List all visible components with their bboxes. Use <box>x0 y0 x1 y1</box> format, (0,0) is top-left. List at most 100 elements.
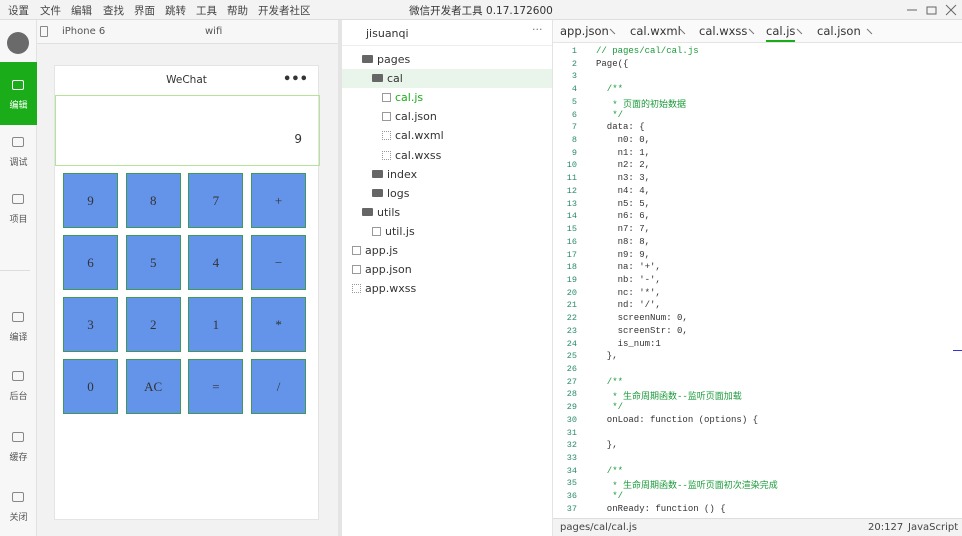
sidebar: 编辑调试项目编译后台缓存关闭 <box>0 20 37 536</box>
splitter[interactable] <box>338 20 342 536</box>
sidebar-label[interactable]: 关闭 <box>9 513 28 523</box>
status-bar: pages/cal/cal.js 20:127 JavaScript <box>553 518 962 536</box>
calc-key[interactable]: − <box>251 235 307 290</box>
line-number: 11 <box>566 173 577 184</box>
tree-item[interactable]: logs <box>372 184 410 203</box>
code-line: // pages/cal/cal.js <box>596 46 699 56</box>
menu-item[interactable]: 编辑 <box>71 5 92 17</box>
calc-key[interactable]: 0 <box>63 359 118 414</box>
line-number: 4 <box>571 84 577 95</box>
calc-key[interactable]: AC <box>125 359 181 414</box>
sidebar-label[interactable]: 调试 <box>9 158 28 168</box>
menu-item[interactable]: 界面 <box>134 5 155 17</box>
calc-key[interactable]: 1 <box>188 297 244 352</box>
sidebar-icon[interactable] <box>12 432 24 442</box>
tree-item[interactable]: app.wxss <box>352 279 416 298</box>
line-number: 28 <box>566 389 577 400</box>
tree-item[interactable]: cal.wxml <box>382 126 444 145</box>
tree-item[interactable]: cal.wxss <box>382 146 441 165</box>
calc-key[interactable]: 4 <box>188 235 244 290</box>
calc-key[interactable]: 2 <box>125 297 181 352</box>
code-line: n4: 4, <box>596 185 651 196</box>
menu-item[interactable]: 工具 <box>196 5 217 17</box>
line-number: 33 <box>566 453 577 464</box>
menu-item[interactable]: 设置 <box>8 5 29 17</box>
tree-label: cal.json <box>395 110 437 124</box>
device-select[interactable]: iPhone 6 <box>62 26 106 37</box>
code-line: */ <box>596 491 624 502</box>
code-line: nd: '/', <box>596 300 661 311</box>
calc-key[interactable]: 3 <box>63 297 118 352</box>
tree-item[interactable]: cal.json <box>382 107 437 126</box>
calc-key[interactable]: 8 <box>125 173 181 228</box>
calc-key[interactable]: 9 <box>63 173 118 228</box>
line-number: 9 <box>571 147 577 158</box>
tree-item[interactable]: cal.js <box>382 88 423 107</box>
calc-key[interactable]: 7 <box>188 173 244 228</box>
menu-item[interactable]: 查找 <box>103 5 124 17</box>
calc-display: 9 <box>55 95 320 166</box>
code-line: * 生命周期函数--监听页面加载 <box>596 392 742 403</box>
device-icon <box>40 26 48 37</box>
tree-item[interactable]: index <box>372 165 417 184</box>
tree-selection <box>342 69 552 89</box>
editor-tab[interactable]: cal.js <box>766 24 796 42</box>
sidebar-label[interactable]: 缓存 <box>9 453 28 463</box>
scroll-marker <box>953 350 962 351</box>
code-line: n2: 2, <box>596 160 651 171</box>
separator <box>0 270 30 271</box>
tree-item[interactable]: app.json <box>352 260 412 279</box>
file-icon <box>382 150 391 160</box>
calc-key[interactable]: 6 <box>63 235 118 290</box>
editor-tab[interactable]: cal.wxml <box>630 24 681 38</box>
sidebar-label[interactable]: 后台 <box>9 392 28 402</box>
cursor-position: 20:127 <box>868 522 904 533</box>
sidebar-icon[interactable] <box>12 312 24 322</box>
tree-item[interactable]: utils <box>362 203 400 222</box>
menu-item[interactable]: 文件 <box>40 5 61 17</box>
sidebar-label[interactable]: 编译 <box>9 333 28 343</box>
network-select[interactable]: wifi <box>205 26 223 37</box>
line-number: 31 <box>566 427 577 438</box>
tree-item[interactable]: app.js <box>352 241 398 260</box>
avatar[interactable] <box>7 32 29 54</box>
calc-key[interactable]: / <box>251 359 307 414</box>
code-line: na: '+', <box>596 262 661 273</box>
line-number: 2 <box>571 58 577 69</box>
window-controls[interactable] <box>905 4 957 16</box>
line-number: 25 <box>566 351 577 362</box>
calc-key[interactable]: 5 <box>125 235 181 290</box>
menu-item[interactable]: 跳转 <box>165 5 186 17</box>
sidebar-icon[interactable] <box>12 371 24 381</box>
editor-tab[interactable]: app.json <box>560 24 609 38</box>
tree-more[interactable]: ··· <box>532 23 543 36</box>
code-line: /** <box>596 376 624 387</box>
calc-key[interactable]: + <box>251 173 307 228</box>
tree-item[interactable]: pages <box>362 50 410 69</box>
sidebar-icon[interactable] <box>12 492 24 502</box>
line-number: 18 <box>566 262 577 273</box>
calc-key[interactable]: * <box>251 297 307 352</box>
code-line: onLoad: function (options) { <box>596 414 759 425</box>
language[interactable]: JavaScript <box>908 522 959 533</box>
menu-item[interactable]: 帮助 <box>227 5 248 17</box>
sidebar-label[interactable]: 项目 <box>9 215 28 225</box>
editor-tab[interactable]: cal.wxss <box>699 24 748 38</box>
line-number: 6 <box>571 109 577 120</box>
tree-item[interactable]: util.js <box>372 222 415 241</box>
calc-key[interactable]: = <box>188 359 244 414</box>
line-number: 15 <box>566 224 577 235</box>
nav-menu[interactable]: ••• <box>283 72 308 87</box>
menubar: 设置 文件 编辑 查找 界面 跳转 工具 帮助 开发者社区 微信开发者工具 0.17.17260… <box>0 0 962 20</box>
app-title: 微信开发者工具 0.17.172600 <box>409 5 553 17</box>
sidebar-icon[interactable] <box>12 194 24 204</box>
editor-tab[interactable]: cal.json <box>817 24 861 38</box>
sidebar-label[interactable]: 编辑 <box>9 101 28 111</box>
menu-item[interactable]: 开发者社区 <box>258 5 311 17</box>
sidebar-icon[interactable] <box>12 137 24 147</box>
file-icon <box>352 246 361 255</box>
sidebar-icon[interactable] <box>12 80 24 90</box>
tree-item[interactable]: cal <box>372 69 403 88</box>
code-line: n0: 0, <box>596 135 651 146</box>
file-icon <box>372 74 383 83</box>
